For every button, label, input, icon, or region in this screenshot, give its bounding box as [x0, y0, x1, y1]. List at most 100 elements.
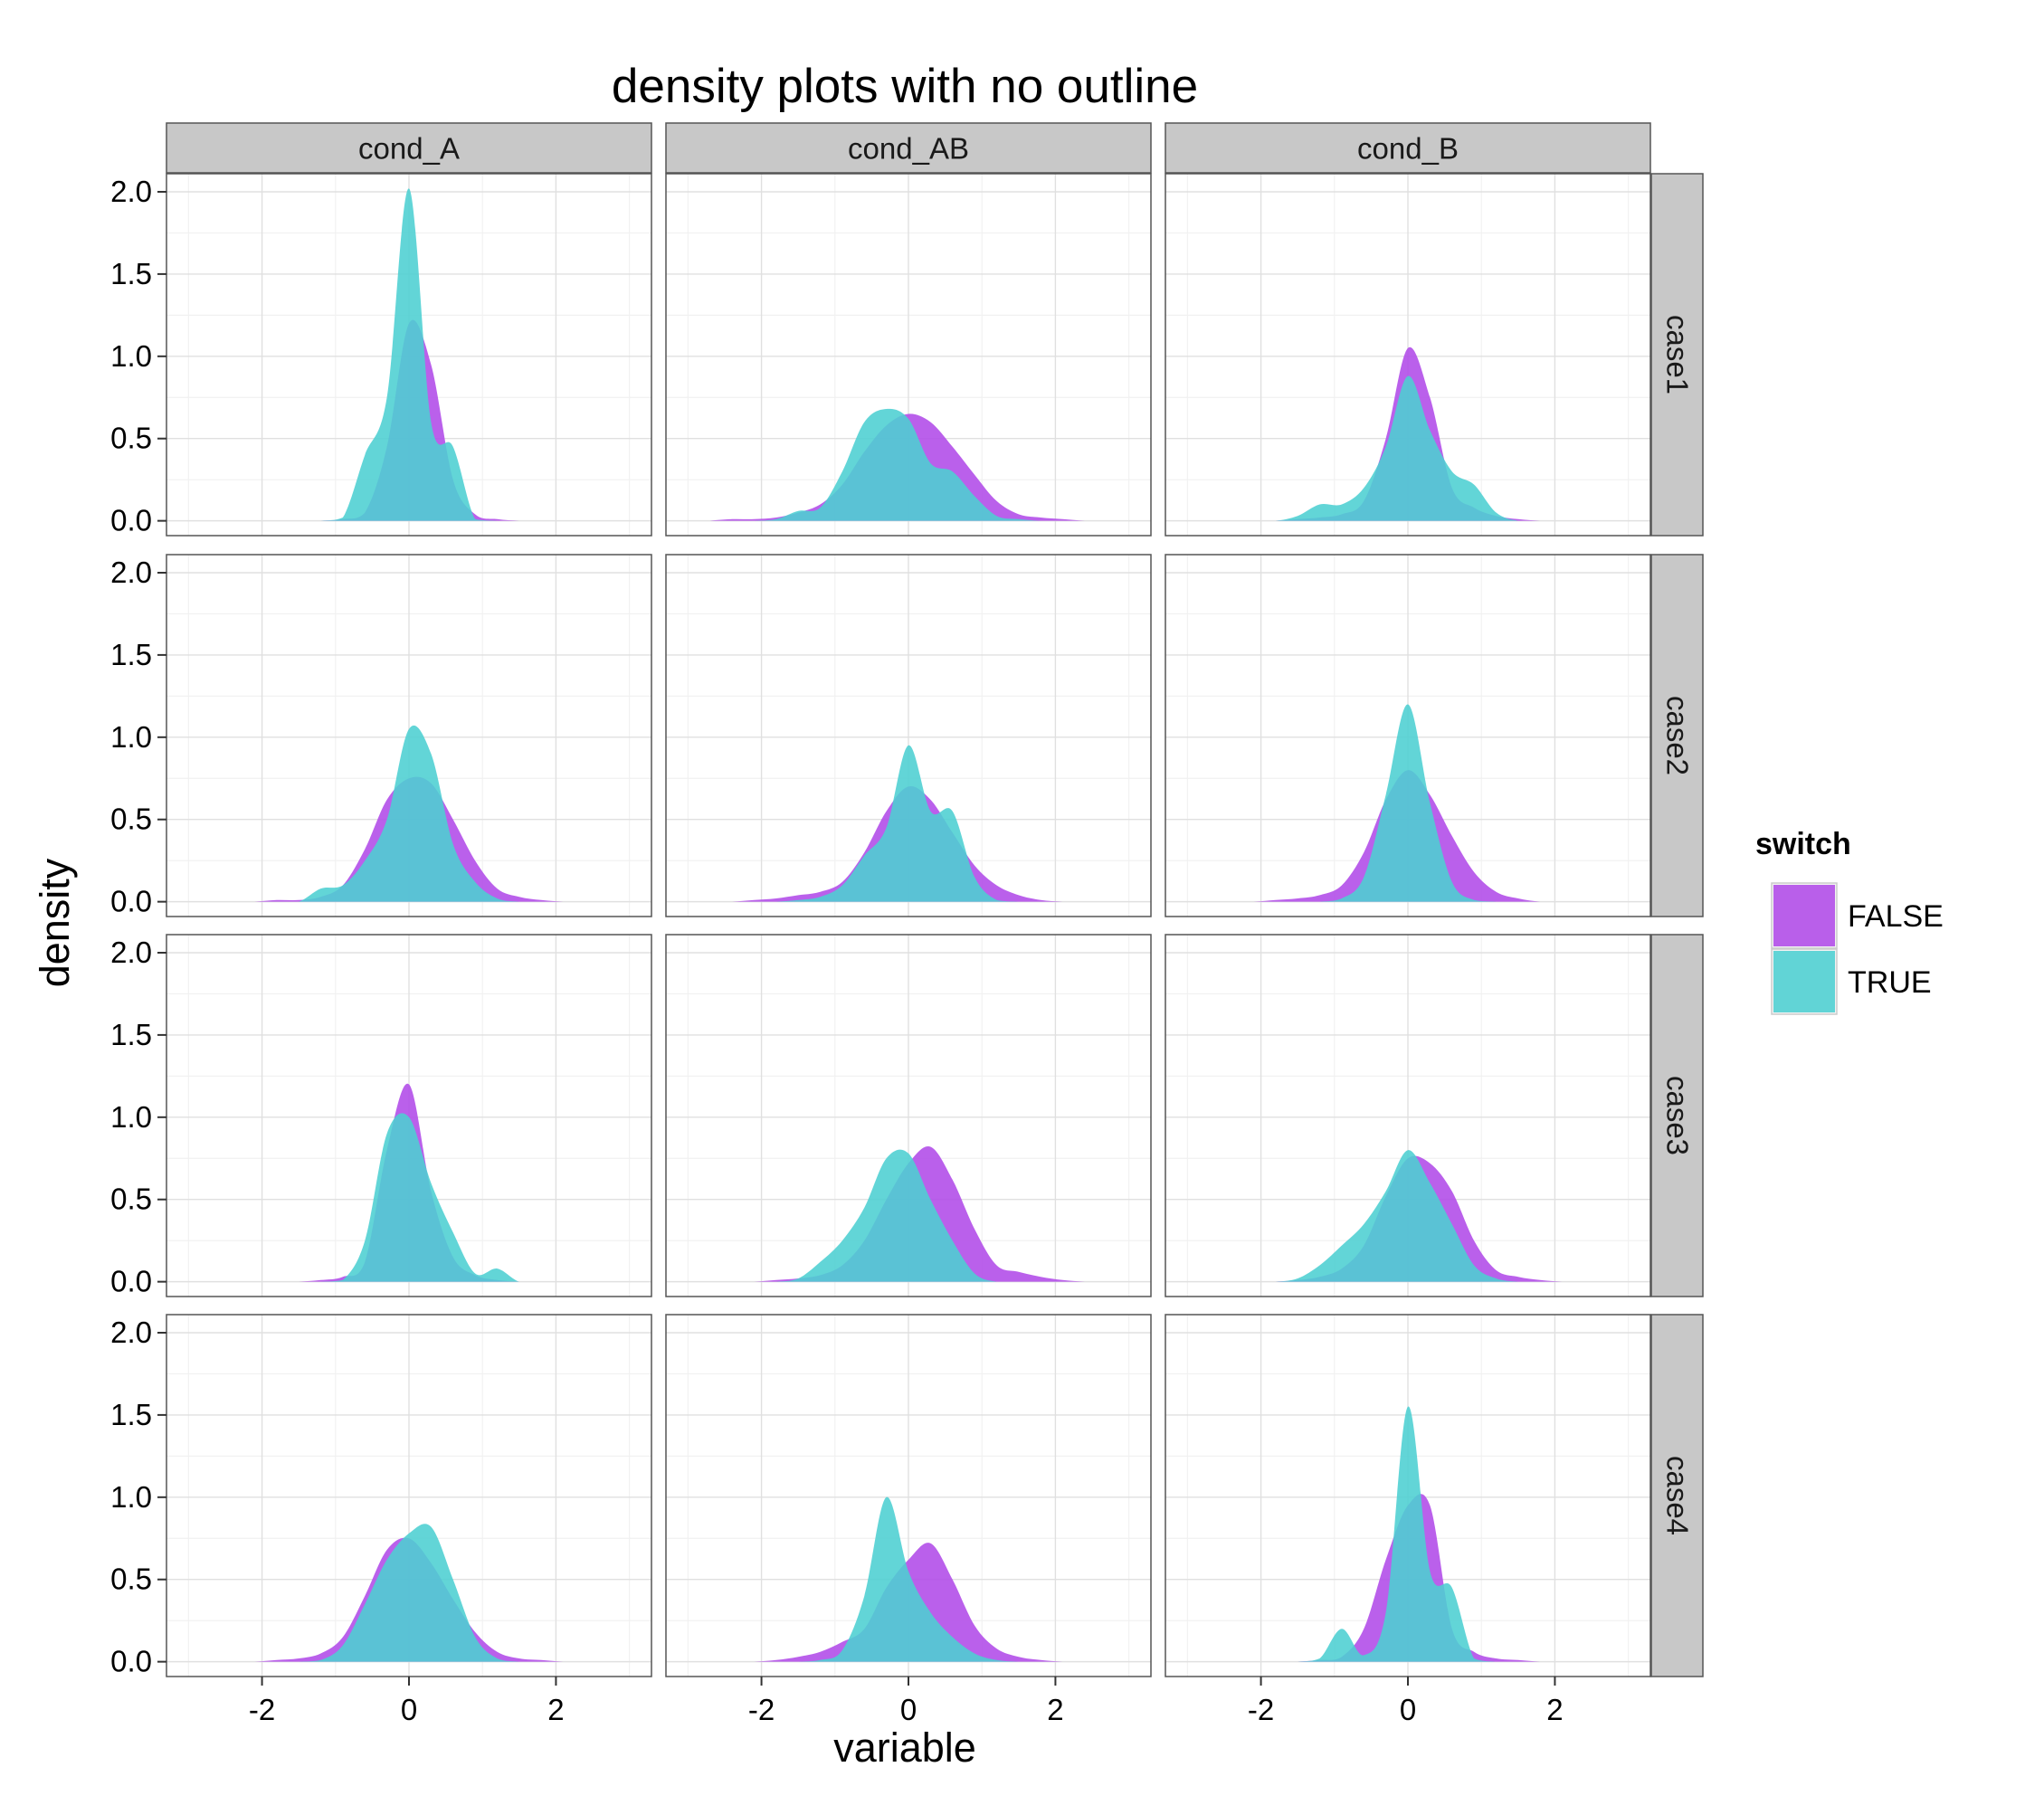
- legend-swatch: [1773, 951, 1835, 1012]
- density-area-true: [1209, 704, 1607, 902]
- x-tick-label: -2: [249, 1693, 275, 1726]
- column-strip-label: cond_B: [1357, 132, 1459, 166]
- y-tick-label: 0.0: [110, 885, 152, 918]
- x-tick-label: -2: [748, 1693, 775, 1726]
- legend-entry-false: FALSE: [1771, 882, 1944, 949]
- x-tick-label: 2: [1047, 1693, 1063, 1726]
- minor-gridlines: [1165, 555, 1650, 917]
- y-axis-case4: 0.0 0.5 1.0 1.5 2.0: [110, 1316, 166, 1678]
- density-area-true: [210, 1113, 608, 1282]
- panel-border: [1165, 173, 1651, 537]
- minor-gridlines: [666, 555, 1151, 917]
- x-tick-label: 2: [547, 1693, 564, 1726]
- column-strip-bg: [166, 122, 652, 174]
- y-axis-case2: 0.0 0.5 1.0 1.5 2.0: [110, 556, 166, 918]
- row-strip-bg: [1650, 934, 1704, 1297]
- y-tick-label: 0.5: [110, 803, 152, 836]
- chart-title: density plots with no outline: [612, 60, 1198, 113]
- panel-case2-cond_B: [1165, 554, 1651, 917]
- y-tick-label: 1.5: [110, 1018, 152, 1051]
- column-strip-cond_B: cond_B: [1165, 122, 1651, 174]
- density-area-true: [1209, 375, 1607, 521]
- legend-title: switch: [1755, 827, 1851, 861]
- y-tick-label: 2.0: [110, 556, 152, 589]
- density-area-true: [210, 188, 608, 521]
- y-tick-label: 0.0: [110, 504, 152, 537]
- row-strip-case3: case3: [1650, 934, 1704, 1297]
- density-area-true: [709, 745, 1108, 902]
- panel-case3-cond_AB: [665, 934, 1152, 1297]
- x-tick-label: 0: [1400, 1693, 1416, 1726]
- panel-border: [166, 173, 652, 537]
- panel-border: [665, 173, 1152, 537]
- column-strip-label: cond_A: [358, 132, 460, 166]
- panel-case2-cond_AB: [665, 554, 1152, 917]
- density-area-true: [1209, 1150, 1607, 1282]
- row-strip-bg: [1650, 554, 1704, 917]
- y-tick-label: 0.5: [110, 422, 152, 455]
- panel-case1-cond_B: [1165, 173, 1651, 537]
- panel-border: [1165, 934, 1651, 1297]
- facet-panels: cond_A cond_AB cond_B case1 case2 case3 case4: [166, 122, 1704, 1677]
- x-axis-cond_AB: -2 0 2: [748, 1677, 1064, 1726]
- panel-border: [1165, 554, 1651, 917]
- legend-label: TRUE: [1848, 965, 1932, 1000]
- panel-case3-cond_B: [1165, 934, 1651, 1297]
- row-strip-case1: case1: [1650, 173, 1704, 537]
- x-axis-title: variable: [833, 1724, 976, 1771]
- row-strip-label: case2: [1661, 696, 1695, 775]
- panel-case3-cond_A: [166, 934, 652, 1297]
- legend-label: FALSE: [1848, 899, 1944, 934]
- legend: switch FALSE TRUE: [1755, 827, 1944, 1015]
- y-tick-label: 2.0: [110, 175, 152, 208]
- row-strip-label: case3: [1661, 1076, 1695, 1155]
- density-area-true: [709, 1149, 1108, 1282]
- major-gridlines: [166, 1315, 651, 1677]
- y-tick-label: 0.0: [110, 1645, 152, 1678]
- y-axis-case3: 0.0 0.5 1.0 1.5 2.0: [110, 936, 166, 1298]
- density-area-true: [709, 408, 1108, 521]
- y-tick-label: 2.0: [110, 936, 152, 969]
- y-axis-case1: 0.0 0.5 1.0 1.5 2.0: [110, 175, 166, 537]
- row-strip-case2: case2: [1650, 554, 1704, 917]
- panel-border: [166, 934, 652, 1297]
- density-area-true: [1209, 1406, 1607, 1662]
- density-area-true: [709, 1496, 1108, 1662]
- y-tick-label: 0.5: [110, 1563, 152, 1596]
- column-strip-bg: [665, 122, 1152, 174]
- y-tick-label: 1.0: [110, 339, 152, 373]
- panel-case4-cond_A: [166, 1314, 652, 1677]
- y-tick-label: 1.5: [110, 257, 152, 290]
- density-area-true: [210, 725, 608, 902]
- column-strip-cond_AB: cond_AB: [665, 122, 1152, 174]
- y-axis-title: density: [32, 858, 78, 987]
- column-strip-bg: [1165, 122, 1651, 174]
- panel-border: [665, 934, 1152, 1297]
- major-gridlines: [1165, 935, 1650, 1297]
- x-tick-label: 2: [1546, 1693, 1563, 1726]
- density-area-true: [210, 1524, 608, 1662]
- y-tick-label: 1.0: [110, 720, 152, 754]
- y-tick-label: 1.0: [110, 1480, 152, 1514]
- legend-entry-true: TRUE: [1771, 948, 1932, 1015]
- x-axis-cond_B: -2 0 2: [1248, 1677, 1564, 1726]
- panel-case1-cond_A: [166, 173, 652, 537]
- column-strip-label: cond_AB: [848, 132, 969, 166]
- row-strip-label: case4: [1661, 1456, 1695, 1535]
- panel-case1-cond_AB: [665, 173, 1152, 537]
- row-strip-bg: [1650, 1314, 1704, 1677]
- row-strip-bg: [1650, 173, 1704, 537]
- panel-case2-cond_A: [166, 554, 652, 917]
- y-tick-label: 1.0: [110, 1100, 152, 1134]
- x-axis-cond_A: -2 0 2: [249, 1677, 565, 1726]
- y-tick-label: 2.0: [110, 1316, 152, 1349]
- row-strip-label: case1: [1661, 315, 1695, 394]
- row-strip-case4: case4: [1650, 1314, 1704, 1677]
- y-tick-label: 0.5: [110, 1183, 152, 1216]
- panel-case4-cond_B: [1165, 1314, 1651, 1677]
- x-tick-label: 0: [401, 1693, 417, 1726]
- panel-border: [166, 554, 652, 917]
- x-tick-label: -2: [1248, 1693, 1274, 1726]
- y-tick-label: 1.5: [110, 1398, 152, 1431]
- axes: 0.0 0.5 1.0 1.5 2.0 0.0 0.5 1.0 1.5 2.0 0.0 0.5 1.0 1…: [110, 175, 1563, 1726]
